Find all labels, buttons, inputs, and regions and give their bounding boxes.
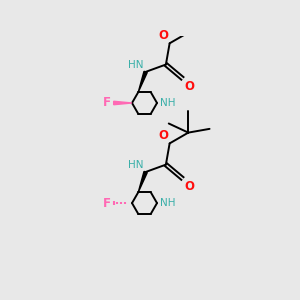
- Text: HN: HN: [128, 60, 143, 70]
- Polygon shape: [114, 101, 132, 105]
- Text: F: F: [103, 196, 111, 210]
- Text: O: O: [184, 180, 194, 193]
- Polygon shape: [138, 171, 147, 192]
- Text: O: O: [158, 129, 168, 142]
- Text: HN: HN: [128, 160, 143, 170]
- Text: F: F: [103, 97, 111, 110]
- Polygon shape: [138, 71, 147, 92]
- Text: O: O: [158, 29, 168, 42]
- Text: NH: NH: [160, 198, 176, 208]
- Text: NH: NH: [160, 98, 176, 108]
- Text: O: O: [184, 80, 194, 93]
